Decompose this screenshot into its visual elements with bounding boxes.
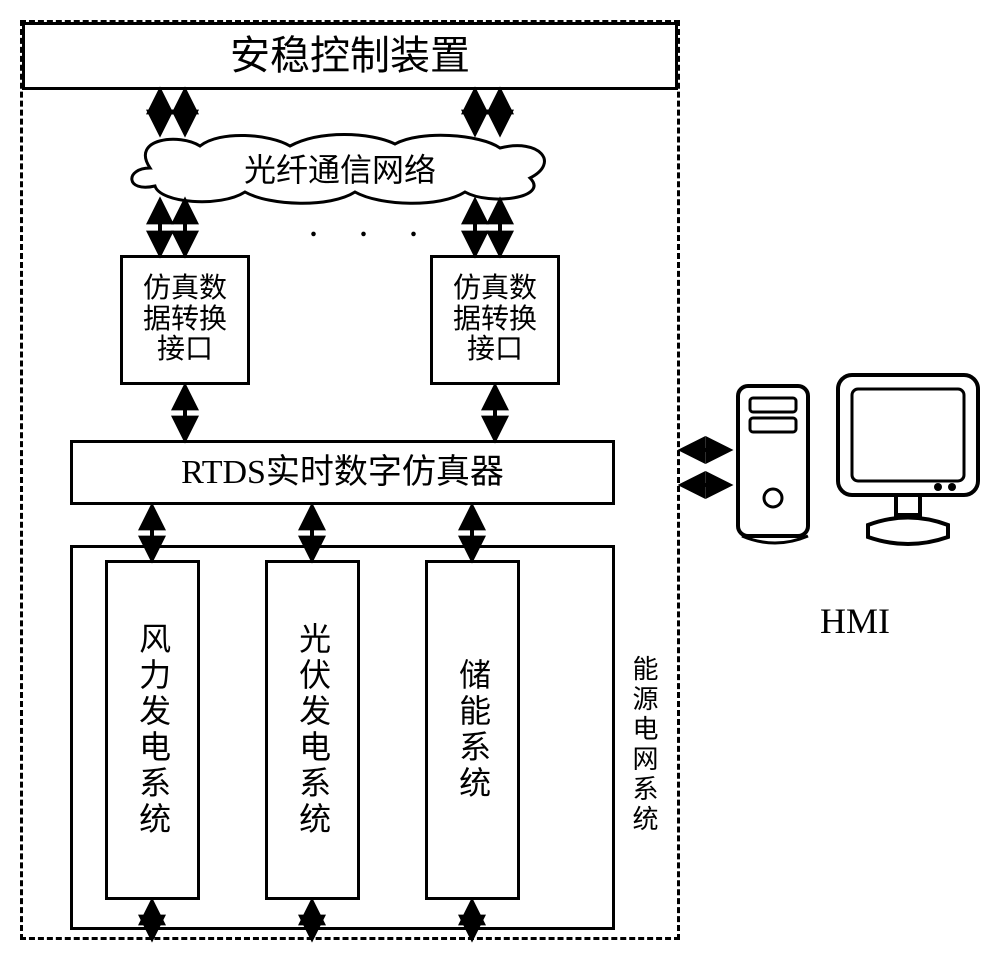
storage-label: 储能系统 (455, 658, 490, 802)
hmi-label: HMI (820, 600, 890, 642)
pv-box: 光伏发电系统 (265, 560, 360, 900)
storage-box: 储能系统 (425, 560, 520, 900)
converter-left-label: 仿真数 据转换 接口 (143, 274, 227, 366)
wind-label: 风力发电系统 (135, 622, 170, 838)
wind-box: 风力发电系统 (105, 560, 200, 900)
converter-right-label: 仿真数 据转换 接口 (453, 274, 537, 366)
hmi-pc-icon (730, 378, 820, 553)
hmi-monitor-icon (828, 365, 988, 560)
ellipsis-dots: . . . (310, 212, 435, 244)
converter-right: 仿真数 据转换 接口 (430, 255, 560, 385)
cloud-label-wrap: 光纤通信网络 (200, 145, 480, 190)
rtds-box: RTDS实时数字仿真器 (70, 440, 615, 505)
system-diagram: 安稳控制装置 光纤通信网络 . . . 仿真数 据转换 接口 仿真数 据转换 接… (0, 0, 1000, 955)
energy-side-label: 能源电网系统 (625, 655, 662, 835)
pv-label: 光伏发电系统 (295, 622, 330, 838)
rtds-label: RTDS实时数字仿真器 (181, 454, 504, 491)
cloud-label: 光纤通信网络 (244, 145, 436, 191)
title-text: 安稳控制装置 (230, 34, 470, 78)
converter-left: 仿真数 据转换 接口 (120, 255, 250, 385)
title-box: 安稳控制装置 (22, 22, 678, 90)
